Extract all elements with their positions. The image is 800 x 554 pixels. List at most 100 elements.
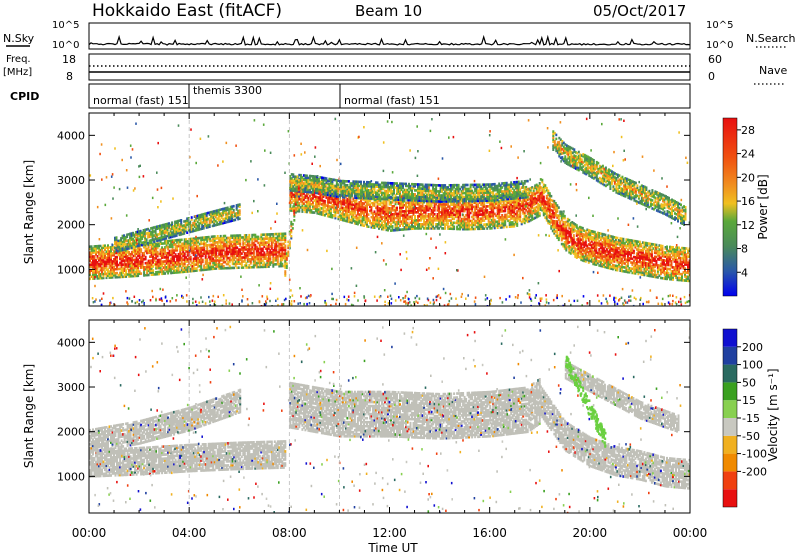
power-cell: [373, 224, 376, 227]
power-cell: [276, 244, 279, 248]
power-cell: [450, 215, 453, 218]
power-cell: [284, 246, 287, 250]
power-cell: [429, 202, 432, 206]
power-cell: [110, 252, 112, 255]
power-cell: [296, 209, 299, 213]
power-cell: [465, 217, 468, 221]
power-cell: [107, 272, 109, 275]
power-cell: [267, 239, 270, 242]
power-cell: [128, 265, 131, 268]
power-cell: [228, 238, 231, 242]
power-cell: [341, 191, 344, 195]
power-cell: [448, 219, 451, 222]
power-cell: [301, 200, 304, 203]
power-cell: [255, 249, 258, 253]
power-cell: [490, 197, 493, 200]
power-cell: [147, 247, 150, 251]
power-cell: [176, 241, 179, 244]
power-cell: [305, 204, 308, 208]
power-cell: [281, 244, 284, 248]
power-cell: [221, 240, 224, 244]
power-cell: [310, 180, 313, 184]
power-cell: [355, 214, 358, 217]
power-cell: [418, 185, 421, 188]
power-cell: [159, 248, 162, 252]
power-cell: [396, 186, 398, 189]
power-cell: [472, 201, 475, 205]
power-cell: [209, 239, 212, 243]
power-cell: [213, 241, 216, 244]
power-cell: [369, 189, 371, 192]
power-cell: [385, 218, 388, 222]
power-cell: [331, 205, 334, 209]
power-cell: [447, 205, 450, 208]
power-cell: [207, 235, 210, 239]
power-cell: [493, 222, 496, 226]
power-cell: [301, 178, 304, 181]
power-cell: [316, 187, 319, 191]
power-cell: [284, 234, 287, 237]
power-cell: [209, 255, 212, 259]
power-cell: [432, 199, 435, 203]
power-cell: [176, 245, 179, 248]
power-cell: [90, 255, 93, 258]
power-cell: [472, 191, 475, 195]
power-cell: [329, 190, 332, 193]
power-cell: [323, 185, 326, 188]
power-cell: [326, 206, 329, 210]
power-cell: [89, 259, 91, 263]
power-cell: [400, 198, 403, 202]
power-cell: [384, 197, 386, 201]
power-cell: [356, 196, 359, 200]
power-cell: [531, 204, 534, 207]
power-cell: [411, 186, 413, 190]
power-cell: [453, 192, 456, 195]
power-cell: [366, 221, 368, 224]
power-cell: [251, 241, 254, 245]
power-cell: [322, 209, 325, 213]
power-cell: [92, 257, 94, 260]
power-cell: [150, 255, 153, 258]
power-cell: [427, 189, 430, 193]
power-cell: [161, 248, 164, 251]
power-cell: [496, 190, 499, 194]
power-cell: [186, 260, 189, 263]
power-cell: [408, 194, 410, 198]
power-cell: [292, 193, 295, 196]
power-cell: [107, 252, 109, 255]
power-cell: [95, 261, 97, 264]
power-cell: [421, 204, 424, 208]
power-cell: [92, 275, 94, 278]
power-cell: [486, 227, 489, 230]
power-cell: [369, 199, 371, 203]
power-cell: [450, 194, 453, 197]
power-cell: [406, 221, 409, 225]
power-cell: [414, 207, 416, 210]
power-cell: [221, 246, 224, 250]
power-cell: [388, 207, 391, 210]
power-cell: [295, 183, 298, 187]
power-cell: [236, 242, 239, 245]
power-cell: [490, 200, 493, 204]
power-cell: [415, 207, 418, 210]
power-cell: [110, 276, 112, 279]
power-cell: [502, 192, 505, 195]
power-cell: [272, 259, 275, 262]
power-cell: [451, 213, 454, 216]
power-cell: [451, 192, 454, 195]
power-cell: [350, 209, 353, 212]
power-cell: [219, 263, 222, 266]
power-cell: [360, 184, 362, 188]
power-cell: [299, 206, 302, 209]
power-cell: [167, 261, 170, 265]
power-cell: [150, 245, 153, 248]
power-cell: [316, 205, 319, 209]
power-cell: [98, 262, 100, 266]
power-cell: [399, 200, 401, 203]
power-cell: [137, 262, 140, 266]
power-cell: [424, 227, 427, 230]
power-cell: [445, 223, 448, 226]
power-cell: [290, 195, 293, 198]
power-cell: [311, 177, 314, 180]
power-cell: [456, 213, 459, 217]
